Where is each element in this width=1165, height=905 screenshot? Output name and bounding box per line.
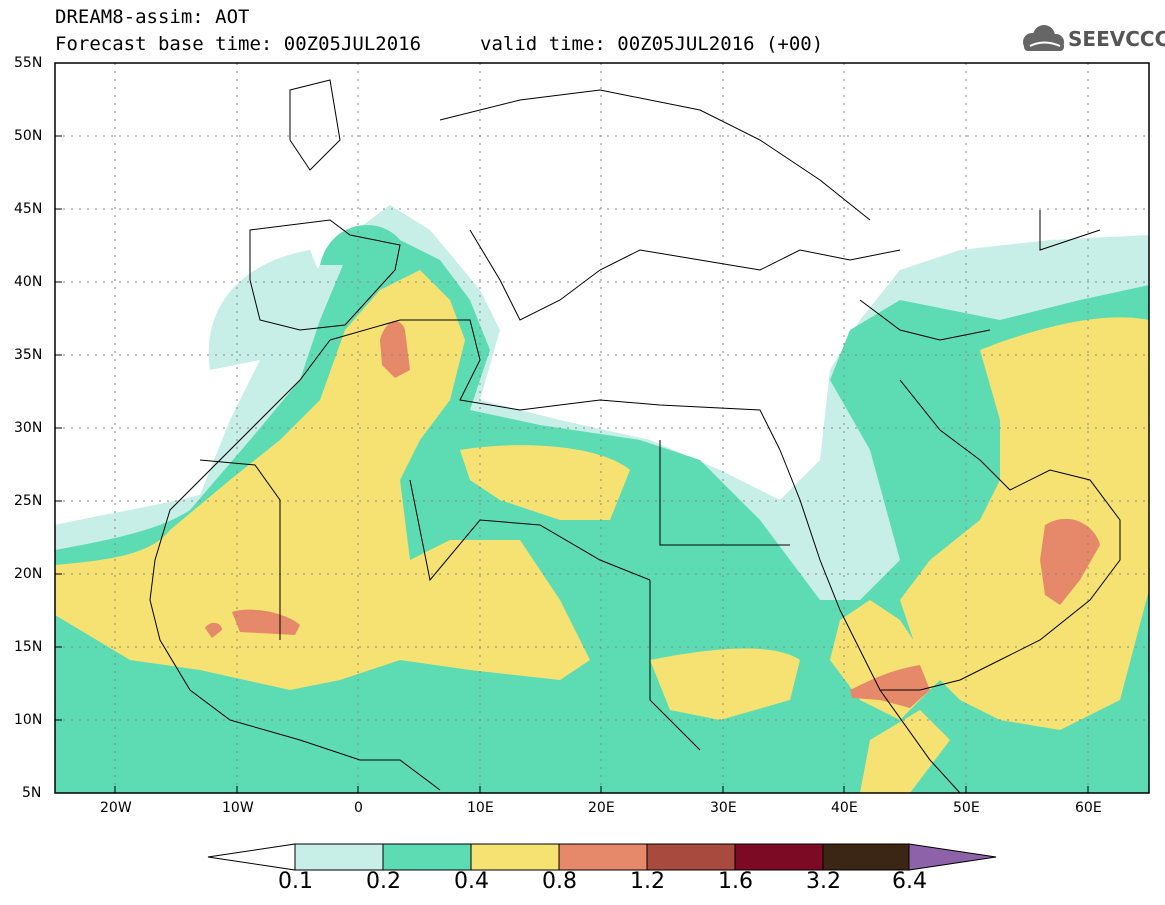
lat-label: 45N <box>14 201 43 217</box>
aot-band-0.8 <box>205 321 1100 708</box>
cloud-icon <box>1023 25 1064 51</box>
valid-time: valid time: 00Z05JUL2016 (+00) <box>480 33 824 55</box>
lat-label: 25N <box>14 493 43 509</box>
colorbar-low-arrow <box>207 843 296 871</box>
lat-label: 35N <box>14 347 43 363</box>
colorbar-swatch <box>734 843 824 871</box>
lat-label: 15N <box>14 639 43 655</box>
lat-label: 55N <box>14 55 43 71</box>
ticks <box>55 62 1089 794</box>
lon-label: 20W <box>100 800 132 816</box>
map-title: DREAM8-assim: AOT <box>55 6 250 28</box>
lat-label: 10N <box>14 712 43 728</box>
lon-label: 40E <box>831 800 858 816</box>
lat-label: 50N <box>14 128 43 144</box>
colorbar-swatch <box>822 843 910 871</box>
colorbar-label: 1.2 <box>630 869 665 894</box>
colorbar-label: 1.6 <box>718 869 753 894</box>
coastlines <box>149 79 1121 793</box>
colorbar-label: 0.1 <box>278 869 313 894</box>
logo-text: SEEVCCC <box>1068 27 1165 51</box>
lat-label: 40N <box>14 274 43 290</box>
lon-label: 10W <box>222 800 254 816</box>
colorbar-swatch <box>646 843 736 871</box>
colorbar-label: 0.8 <box>542 869 577 894</box>
lon-label: 20E <box>588 800 615 816</box>
lat-label: 5N <box>22 785 42 801</box>
lat-label: 20N <box>14 566 43 582</box>
colorbar-swatch <box>294 843 384 871</box>
colorbar-label: 3.2 <box>806 869 841 894</box>
colorbar-label: 6.4 <box>892 869 927 894</box>
colorbar-swatch <box>470 843 560 871</box>
colorbar-swatch <box>382 843 472 871</box>
aot-band-0.4 <box>55 270 1149 793</box>
colorbar-swatch <box>558 843 648 871</box>
lon-label: 30E <box>710 800 737 816</box>
colorbar-label: 0.2 <box>366 869 401 894</box>
lon-label: 10E <box>467 800 494 816</box>
lat-label: 30N <box>14 420 43 436</box>
colorbar-high-arrow <box>908 843 997 871</box>
forecast-base-time: Forecast base time: 00Z05JUL2016 <box>55 33 422 55</box>
colorbar <box>207 843 997 871</box>
graticule <box>55 63 1149 793</box>
lon-label: 0 <box>354 800 363 816</box>
lon-label: 60E <box>1075 800 1102 816</box>
lon-label: 50E <box>953 800 980 816</box>
colorbar-label: 0.4 <box>454 869 489 894</box>
